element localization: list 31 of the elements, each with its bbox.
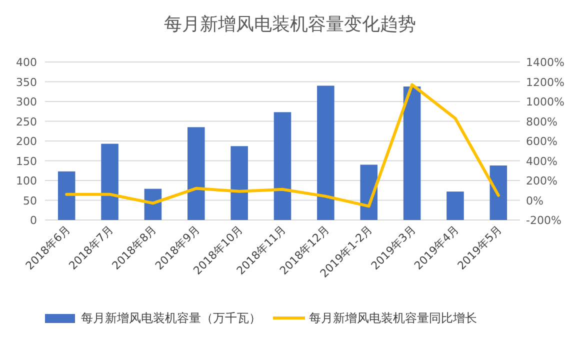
y-tick-label: 50 [23, 194, 37, 208]
chart-title: 每月新增风电装机容量变化趋势 [164, 14, 416, 35]
y2-tick-label: 0% [526, 194, 544, 208]
legend-label: 每月新增风电装机容量同比增长 [309, 311, 477, 325]
y2-tick-label: 800% [526, 115, 558, 128]
y2-tick-label: 1200% [526, 76, 564, 89]
bar [274, 112, 292, 220]
y-tick-label: 350 [16, 76, 37, 89]
y2-tick-label: -200% [526, 214, 562, 227]
y-tick-label: 0 [30, 214, 37, 227]
y2-tick-label: 400% [526, 154, 558, 168]
bar [101, 144, 118, 220]
y2-tick-label: 1000% [526, 96, 564, 108]
bar [490, 165, 508, 220]
legend-label: 每月新增风电装机容量（万千瓦） [81, 311, 261, 325]
bar [58, 171, 76, 220]
y2-tick-label: 200% [526, 174, 558, 188]
line-series [65, 83, 500, 208]
y-tick-label: 300 [16, 96, 37, 108]
y-tick-label: 250 [16, 115, 37, 128]
y2-tick-label: 600% [526, 135, 558, 148]
y-tick-label: 200 [16, 135, 37, 148]
bar [446, 192, 464, 220]
bar [317, 86, 334, 220]
y-tick-label: 100 [16, 174, 37, 188]
bar [230, 146, 248, 220]
y2-tick-label: 1400% [526, 56, 564, 69]
y-tick-label: 150 [16, 154, 37, 168]
y-tick-label: 400 [16, 56, 37, 69]
bar [403, 86, 421, 220]
bar [188, 127, 205, 220]
